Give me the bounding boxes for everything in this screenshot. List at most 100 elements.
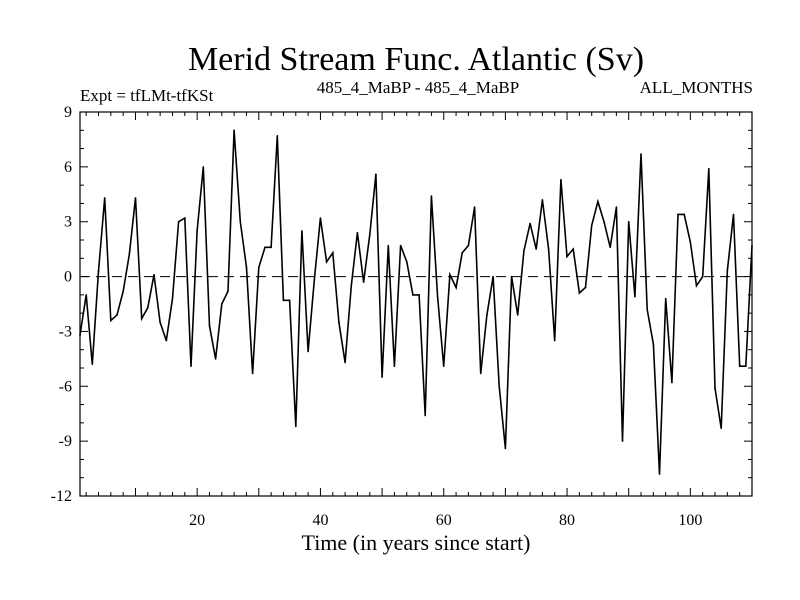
y-tick-label: -3 [59, 323, 72, 340]
data-point [671, 381, 673, 384]
data-point [387, 244, 390, 247]
y-tick-label: -9 [59, 433, 72, 450]
data-point [276, 135, 279, 137]
data-point [184, 217, 186, 219]
data-point [362, 281, 365, 283]
data-point [535, 248, 537, 250]
data-point [103, 197, 106, 199]
data-point [442, 365, 445, 368]
x-axis-label: Time (in years since start) [302, 530, 531, 555]
data-point [473, 206, 476, 208]
data-point [221, 303, 223, 305]
data-point [708, 167, 710, 170]
data-point [701, 275, 704, 278]
data-point [381, 376, 383, 378]
data-point [621, 440, 624, 442]
data-point [338, 321, 340, 324]
data-point [516, 314, 519, 316]
x-axis-ticks [85, 112, 753, 496]
data-point [695, 284, 698, 287]
data-point [523, 250, 525, 252]
data-point [418, 294, 420, 296]
data-point [332, 252, 334, 254]
data-point [634, 295, 636, 298]
data-point [147, 306, 149, 309]
data-point [455, 286, 457, 289]
data-point [689, 241, 692, 243]
data-point [492, 275, 494, 278]
data-point [350, 284, 353, 287]
data-point [214, 358, 217, 360]
data-point [498, 385, 501, 388]
x-tick-label: 80 [559, 512, 575, 529]
data-point [233, 129, 235, 132]
data-point [720, 427, 722, 430]
data-point [510, 275, 513, 278]
data-point [566, 255, 568, 258]
data-point [541, 199, 544, 201]
data-point [627, 220, 630, 223]
data-point [264, 246, 266, 249]
data-point [677, 213, 679, 216]
data-point [732, 213, 735, 216]
data-point [646, 308, 648, 311]
data-point [301, 230, 303, 232]
data-point [584, 286, 587, 289]
data-point [251, 372, 254, 375]
y-tick-label: 9 [64, 104, 72, 121]
data-point [560, 178, 562, 181]
data-point [486, 314, 488, 316]
data-point [319, 217, 322, 219]
data-point [578, 292, 581, 294]
data-point [553, 339, 556, 342]
data-point [110, 319, 112, 322]
x-tick-label: 60 [436, 512, 452, 529]
data-point [196, 230, 198, 232]
data-point [430, 195, 433, 197]
months-label: ALL_MONTHS [640, 78, 753, 97]
chart-title: Merid Stream Func. Atlantic (Sv) [188, 41, 644, 78]
series-points [79, 129, 753, 475]
data-point [227, 290, 229, 293]
y-tick-label: 3 [64, 214, 72, 231]
data-point [547, 248, 550, 250]
experiment-label: Expt = tfLMt-tfKSt [80, 86, 214, 105]
data-point [658, 473, 661, 475]
data-point [529, 222, 531, 225]
data-point [412, 294, 414, 296]
y-tick-label: 6 [64, 159, 72, 176]
data-point [134, 197, 137, 199]
series-line [79, 130, 753, 475]
data-point [467, 244, 470, 247]
plot-frame [79, 111, 753, 497]
data-point [449, 273, 451, 276]
y-axis-tick-labels: 9 6 3 0 -3 -6 -9 -12 [51, 104, 72, 505]
data-point [745, 365, 747, 368]
data-point [590, 224, 593, 227]
x-tick-label: 20 [189, 512, 205, 529]
data-point [288, 299, 291, 302]
data-point [399, 244, 402, 247]
x-tick-label: 40 [312, 512, 328, 529]
data-point [615, 206, 618, 208]
data-point [202, 166, 205, 168]
data-point [165, 339, 168, 342]
data-point [91, 363, 94, 366]
data-point [190, 365, 192, 368]
data-point [159, 321, 161, 324]
data-point [424, 414, 427, 417]
data-point [609, 246, 611, 249]
y-tick-label: -6 [59, 378, 72, 395]
data-point [85, 294, 87, 296]
data-point [325, 261, 328, 263]
data-point [295, 425, 297, 428]
data-point [307, 350, 309, 353]
data-point [683, 213, 685, 216]
data-point [97, 270, 100, 272]
data-point [597, 200, 599, 203]
data-point [603, 220, 605, 223]
data-point [258, 266, 260, 269]
data-point [239, 220, 242, 223]
x-tick-label: 100 [678, 512, 702, 529]
